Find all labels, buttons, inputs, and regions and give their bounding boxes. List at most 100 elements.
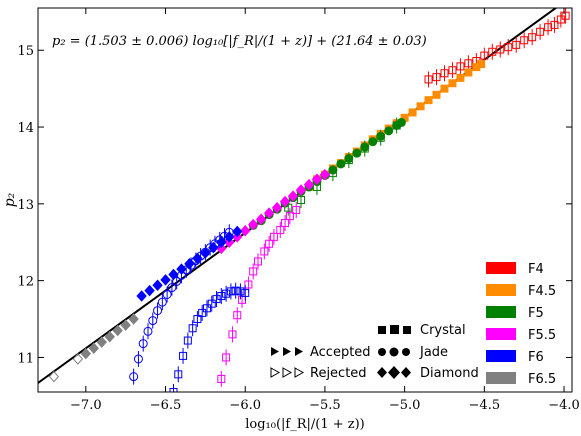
data-point <box>144 284 155 297</box>
x-tick-label: −6.5 <box>150 398 182 413</box>
data-point <box>120 319 131 331</box>
data-point <box>153 306 163 316</box>
data-point <box>228 330 237 339</box>
data-point <box>104 330 115 343</box>
data-point <box>269 232 278 241</box>
data-point <box>217 374 226 383</box>
data-point <box>292 205 301 214</box>
data-point <box>143 326 153 336</box>
data-point <box>224 227 234 237</box>
data-point <box>255 213 267 225</box>
data-point <box>236 287 245 296</box>
data-point <box>464 68 473 77</box>
data-point <box>226 287 235 296</box>
x-tick-label: −6.0 <box>229 398 261 413</box>
data-point <box>284 203 293 212</box>
data-point <box>183 336 192 345</box>
legend-swatch-f5 <box>486 306 516 318</box>
data-point <box>319 168 331 181</box>
series-9 <box>80 313 139 360</box>
data-point <box>233 311 242 320</box>
data-point <box>157 297 167 307</box>
data-point <box>456 73 465 82</box>
legend-diamond-diamonds <box>377 366 411 379</box>
data-point <box>368 137 378 147</box>
data-point <box>186 260 196 270</box>
legend-swatch-f5-5 <box>486 328 516 340</box>
series-3 <box>284 117 401 216</box>
series-7 <box>129 224 234 385</box>
y-tick-label: 13 <box>17 198 34 213</box>
data-point <box>217 292 226 300</box>
data-point <box>352 148 362 158</box>
data-point <box>448 66 457 75</box>
data-point <box>88 342 99 354</box>
legend-label-f5-5: F5.5 <box>528 328 556 343</box>
legend-label-f4: F4 <box>528 262 544 277</box>
y-tick-label: 14 <box>17 121 34 136</box>
data-point <box>504 43 513 52</box>
data-point <box>303 178 315 191</box>
data-point <box>198 308 207 317</box>
data-point <box>249 267 258 276</box>
data-point <box>408 108 417 117</box>
data-point <box>281 219 290 228</box>
data-point <box>241 288 250 297</box>
data-point <box>279 195 291 208</box>
data-point <box>138 339 148 349</box>
legend-label-f5: F5 <box>528 306 544 321</box>
x-tick-label: −4.5 <box>469 398 501 413</box>
legend-label-diamond: Diamond <box>420 366 479 381</box>
legend-label-jade: Jade <box>419 345 448 360</box>
data-point <box>477 60 486 69</box>
x-tick-label: −5.0 <box>389 398 421 413</box>
data-point <box>561 11 570 20</box>
data-point <box>179 351 188 360</box>
data-point <box>167 283 177 293</box>
data-point <box>260 247 269 256</box>
data-point <box>160 274 171 286</box>
data-point <box>392 121 401 130</box>
data-point <box>416 102 425 111</box>
y-tick-label: 11 <box>17 351 34 366</box>
data-point <box>240 224 251 237</box>
data-point <box>440 69 449 78</box>
y-tick-label: 12 <box>17 275 34 290</box>
data-point <box>488 47 497 56</box>
data-point <box>520 36 529 45</box>
data-point <box>176 270 186 280</box>
legend-label-rejected: Rejected <box>310 366 367 381</box>
data-point <box>456 62 465 71</box>
data-point <box>512 40 521 49</box>
marker-legend: Crystal Accepted Jade Rejected Diamond <box>270 323 479 381</box>
data-point <box>297 196 306 204</box>
data-point <box>231 286 240 295</box>
series-0 <box>424 8 570 88</box>
legend-swatch-f4-5 <box>486 284 516 296</box>
data-point <box>162 289 172 299</box>
data-point <box>336 159 346 169</box>
data-point <box>96 336 107 348</box>
data-point <box>544 23 553 32</box>
data-point <box>244 280 253 289</box>
data-point <box>181 265 191 275</box>
data-point <box>248 218 259 231</box>
data-point <box>148 316 158 326</box>
data-point <box>169 388 178 392</box>
legend-accepted-triangles <box>271 347 303 356</box>
data-point <box>376 133 385 142</box>
data-point <box>536 27 545 36</box>
x-tick-label: −7.0 <box>70 398 102 413</box>
data-point <box>202 304 211 313</box>
data-point <box>263 207 275 219</box>
legend-swatch-f6 <box>486 350 516 362</box>
data-point <box>328 169 337 178</box>
data-point <box>295 184 307 196</box>
data-point <box>424 96 433 105</box>
data-point <box>80 347 91 360</box>
x-tick-label: −4.0 <box>548 398 580 413</box>
y-tick-label: 15 <box>17 44 34 59</box>
data-point <box>174 370 183 379</box>
data-point <box>384 126 394 136</box>
